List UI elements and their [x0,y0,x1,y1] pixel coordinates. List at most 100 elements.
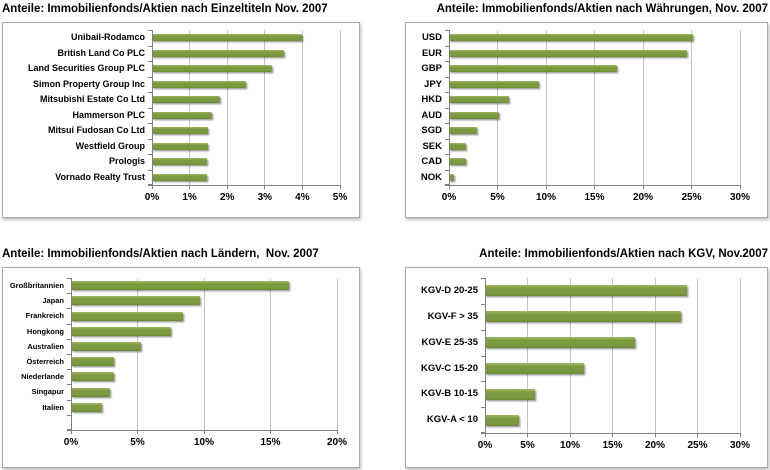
x-tick-label: 10% [535,192,556,203]
category-label: Singapur [31,387,64,397]
x-axis-tick [203,430,205,434]
y-axis-tick [67,354,71,355]
y-axis-line [448,30,450,185]
x-axis-line [481,433,741,434]
x-axis-tick [697,433,698,437]
y-axis-tick [481,303,485,305]
gridline [739,278,741,433]
bar [485,337,635,349]
category-label: USD [421,32,442,43]
y-axis-tick [148,138,152,140]
chart-title-laender: Anteile: Immobilienfonds/Aktien nach Län… [2,248,319,260]
y-axis-tick [445,76,449,78]
x-axis-tick [497,185,498,189]
category-label: KGV-F > 35 [427,310,478,322]
chart-panel-kgv: 0% 5% 10% 15% 20% 25% 30% KGV-D 20-25 KGV-F > 35… [405,267,768,468]
x-tick-label: 10% [193,437,214,448]
x-axis-tick [691,185,692,189]
bar [449,158,467,166]
category-label: KGV-B 10-15 [420,388,478,400]
x-axis-tick [264,185,266,189]
y-axis-tick [148,123,152,124]
gridline [594,30,595,185]
chart-title-kgv: Anteile: Immobilienfonds/Aktien nach KGV… [479,248,768,260]
x-tick-label: 20% [644,440,665,451]
x-tick-label: 15% [602,440,623,451]
category-label: KGV-C 15-20 [420,362,478,374]
bar [449,142,467,150]
x-tick-label: 5% [490,192,505,203]
x-axis-line [148,185,341,186]
gridline [739,30,741,185]
x-tick-label: 5% [332,192,348,203]
bar [152,80,246,88]
gridline [264,30,266,185]
bar [152,65,273,73]
category-label: Niederlande [21,372,64,382]
category-label: CAD [421,156,442,167]
category-label: Westfield Group [75,140,145,151]
y-axis-tick [148,61,152,62]
category-label: Mitsui Fudosan Co Ltd [48,125,145,135]
plot-area-kgv: 0% 5% 10% 15% 20% 25% 30% KGV-D 20-25 KGV-F > 35… [421,278,750,451]
category-label: GBP [421,63,442,74]
bar [152,127,209,135]
x-axis-tick [339,185,341,189]
y-axis-tick [67,369,71,371]
bar [152,49,284,57]
bar [485,285,688,297]
bar [449,65,617,73]
category-label: Prologis [108,156,145,166]
category-label: Japan [42,296,64,306]
y-axis-tick [148,30,152,31]
y-axis-line [484,278,486,433]
y-axis-tick [445,30,449,31]
x-tick-label: 0% [477,440,493,451]
category-label: Vornado Realty Trust [55,171,145,182]
bar [71,387,110,397]
x-tick-label: 0% [63,437,79,448]
x-axis-tick [336,430,338,434]
category-label: JPY [424,78,442,90]
bar [71,341,142,351]
x-tick-label: 3% [257,192,273,203]
y-axis-tick [148,92,152,93]
chart-panel-laender: 0% 5% 10% 15% 20% Großbritannien Japan Frankrei… [2,267,360,468]
y-axis-tick [481,432,485,433]
x-tick-label: 5% [520,440,535,451]
x-axis-tick [448,185,450,189]
x-tick-label: 15% [260,437,281,448]
x-axis-tick [301,185,303,189]
x-tick-label: 10% [559,440,580,451]
x-tick-label: 5% [130,437,145,448]
x-tick-label: 25% [681,192,702,203]
category-label: EUR [421,47,442,59]
bar [449,96,510,104]
y-axis-tick [481,407,485,409]
x-axis-tick [270,430,271,434]
category-label: SGD [421,125,442,136]
x-tick-label: 15% [584,192,605,203]
x-tick-label: 0% [441,192,457,203]
y-axis-tick [67,338,71,340]
gridline [270,278,271,430]
y-axis-tick [148,154,152,155]
bar [152,111,213,119]
y-axis-tick [445,169,449,171]
x-tick-label: 0% [144,192,160,203]
category-label: HKD [421,94,442,105]
x-tick-label: 30% [729,192,750,203]
gridline [642,30,644,185]
bar [152,96,220,104]
y-axis-tick [148,45,152,47]
y-axis-tick [148,184,152,185]
bar [152,142,209,150]
x-axis-tick [545,185,547,189]
bar [71,402,102,412]
gridline [226,30,228,185]
y-axis-tick [445,154,449,155]
y-axis-tick [481,329,485,331]
x-axis-tick [484,433,486,437]
x-axis-tick [226,185,228,189]
x-axis-line [67,430,338,431]
